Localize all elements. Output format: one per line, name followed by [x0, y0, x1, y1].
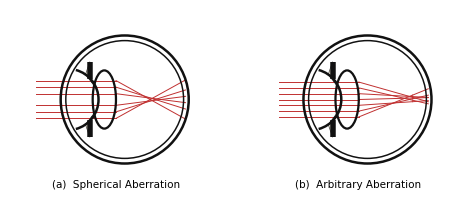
Polygon shape — [85, 110, 97, 138]
Text: (a)  Spherical Aberration: (a) Spherical Aberration — [52, 179, 180, 189]
Polygon shape — [85, 62, 97, 90]
Polygon shape — [328, 110, 339, 138]
Polygon shape — [328, 62, 339, 90]
Text: (b)  Arbitrary Aberration: (b) Arbitrary Aberration — [295, 179, 421, 189]
